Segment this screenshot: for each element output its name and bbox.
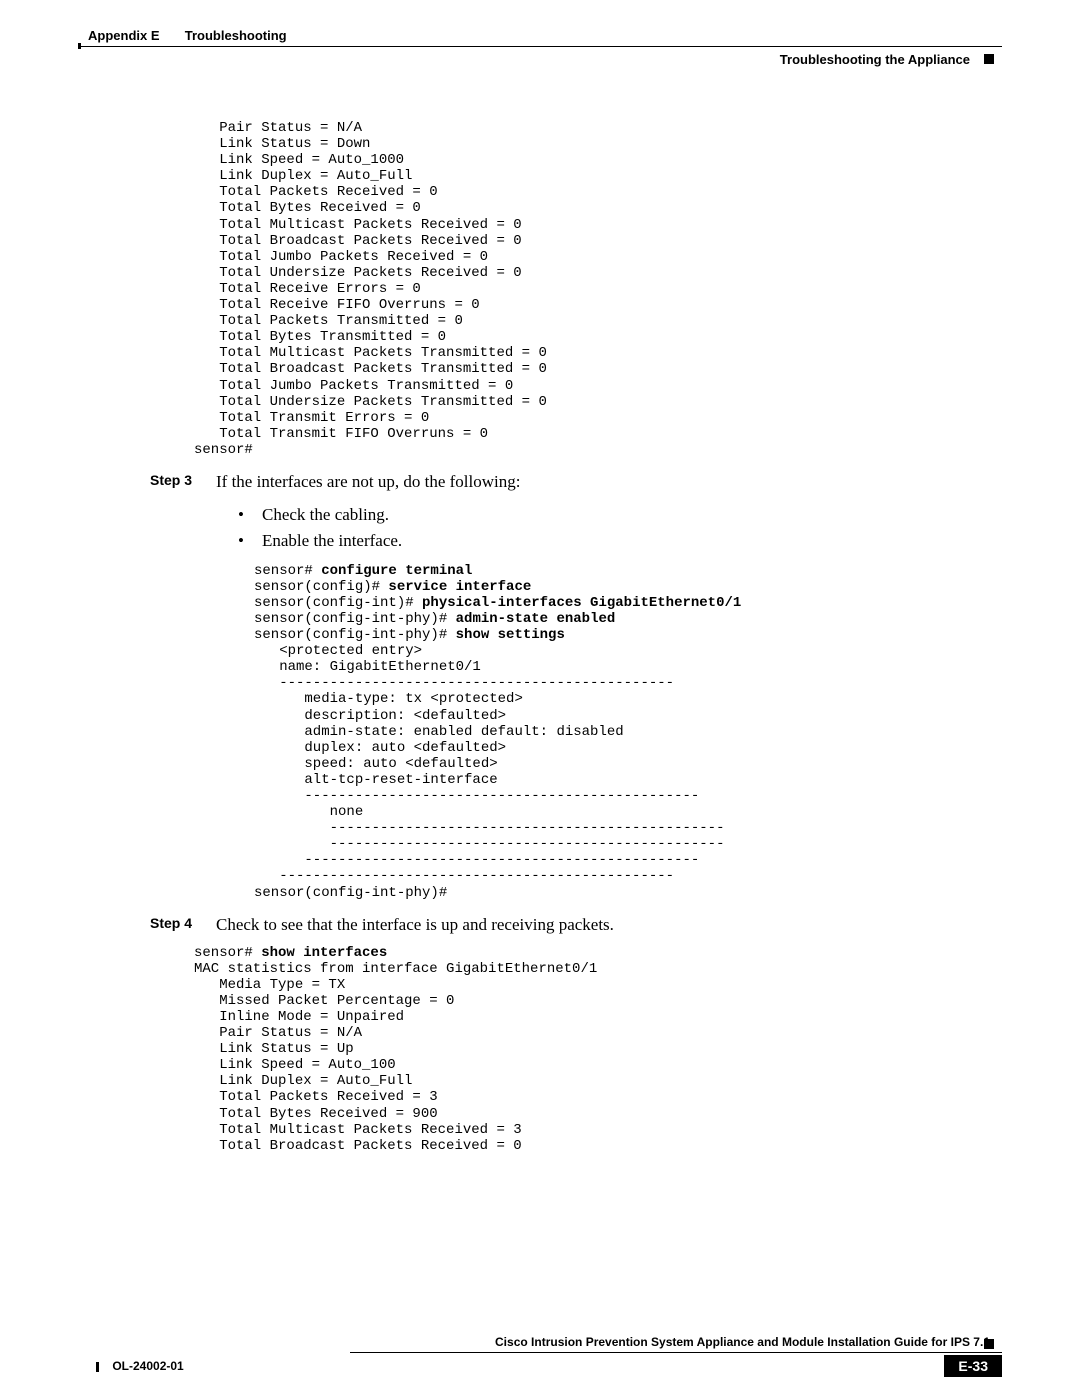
step-3-label: Step 3 xyxy=(150,472,212,488)
show-rest: MAC statistics from interface GigabitEth… xyxy=(194,961,597,1154)
cfg-l5-prompt: sensor(config-int-phy)# xyxy=(254,627,456,643)
console-configure: sensor# configure terminal sensor(config… xyxy=(254,563,980,901)
cfg-l3-cmd: physical-interfaces GigabitEthernet0/1 xyxy=(422,595,741,611)
header-square-icon xyxy=(984,54,994,64)
cfg-l2-cmd: service interface xyxy=(388,579,531,595)
cfg-rest: <protected entry> name: GigabitEthernet0… xyxy=(254,643,724,900)
page-number-badge: E-33 xyxy=(944,1355,1002,1377)
cfg-l1-cmd: configure terminal xyxy=(321,563,472,579)
header-chapter: Troubleshooting xyxy=(185,28,287,43)
cfg-l3-prompt: sensor(config-int)# xyxy=(254,595,422,611)
header-left: Appendix E Troubleshooting xyxy=(88,28,287,43)
step-3: Step 3 If the interfaces are not up, do … xyxy=(150,472,980,492)
header-appendix: Appendix E xyxy=(88,28,160,43)
cfg-l1-prompt: sensor# xyxy=(254,563,321,579)
step-3-bullets: Check the cabling. Enable the interface. xyxy=(238,502,980,555)
bullet-enable-interface: Enable the interface. xyxy=(238,528,980,554)
step-3-text: If the interfaces are not up, do the fol… xyxy=(216,472,520,491)
content: Pair Status = N/A Link Status = Down Lin… xyxy=(150,120,980,1168)
header-rule xyxy=(78,46,1002,47)
show-l1-cmd: show interfaces xyxy=(261,945,387,961)
footer-rule xyxy=(350,1352,1002,1353)
step-4: Step 4 Check to see that the interface i… xyxy=(150,915,980,935)
console-show-interfaces: sensor# show interfaces MAC statistics f… xyxy=(194,945,980,1154)
page: Appendix E Troubleshooting Troubleshooti… xyxy=(0,0,1080,1397)
bullet-check-cabling: Check the cabling. xyxy=(238,502,980,528)
footer-tick-icon xyxy=(96,1362,99,1372)
footer-doc-title: Cisco Intrusion Prevention System Applia… xyxy=(495,1335,990,1349)
header-section: Troubleshooting the Appliance xyxy=(780,52,970,67)
footer-ol-text: OL-24002-01 xyxy=(112,1359,183,1373)
step-4-label: Step 4 xyxy=(150,915,212,931)
cfg-l4-prompt: sensor(config-int-phy)# xyxy=(254,611,456,627)
footer-ol: OL-24002-01 xyxy=(96,1359,184,1373)
console-output-top: Pair Status = N/A Link Status = Down Lin… xyxy=(194,120,980,458)
cfg-l2-prompt: sensor(config)# xyxy=(254,579,388,595)
cfg-l5-cmd: show settings xyxy=(456,627,565,643)
cfg-l4-cmd: admin-state enabled xyxy=(456,611,616,627)
step-4-text: Check to see that the interface is up an… xyxy=(216,915,614,934)
show-l1-prompt: sensor# xyxy=(194,945,261,961)
